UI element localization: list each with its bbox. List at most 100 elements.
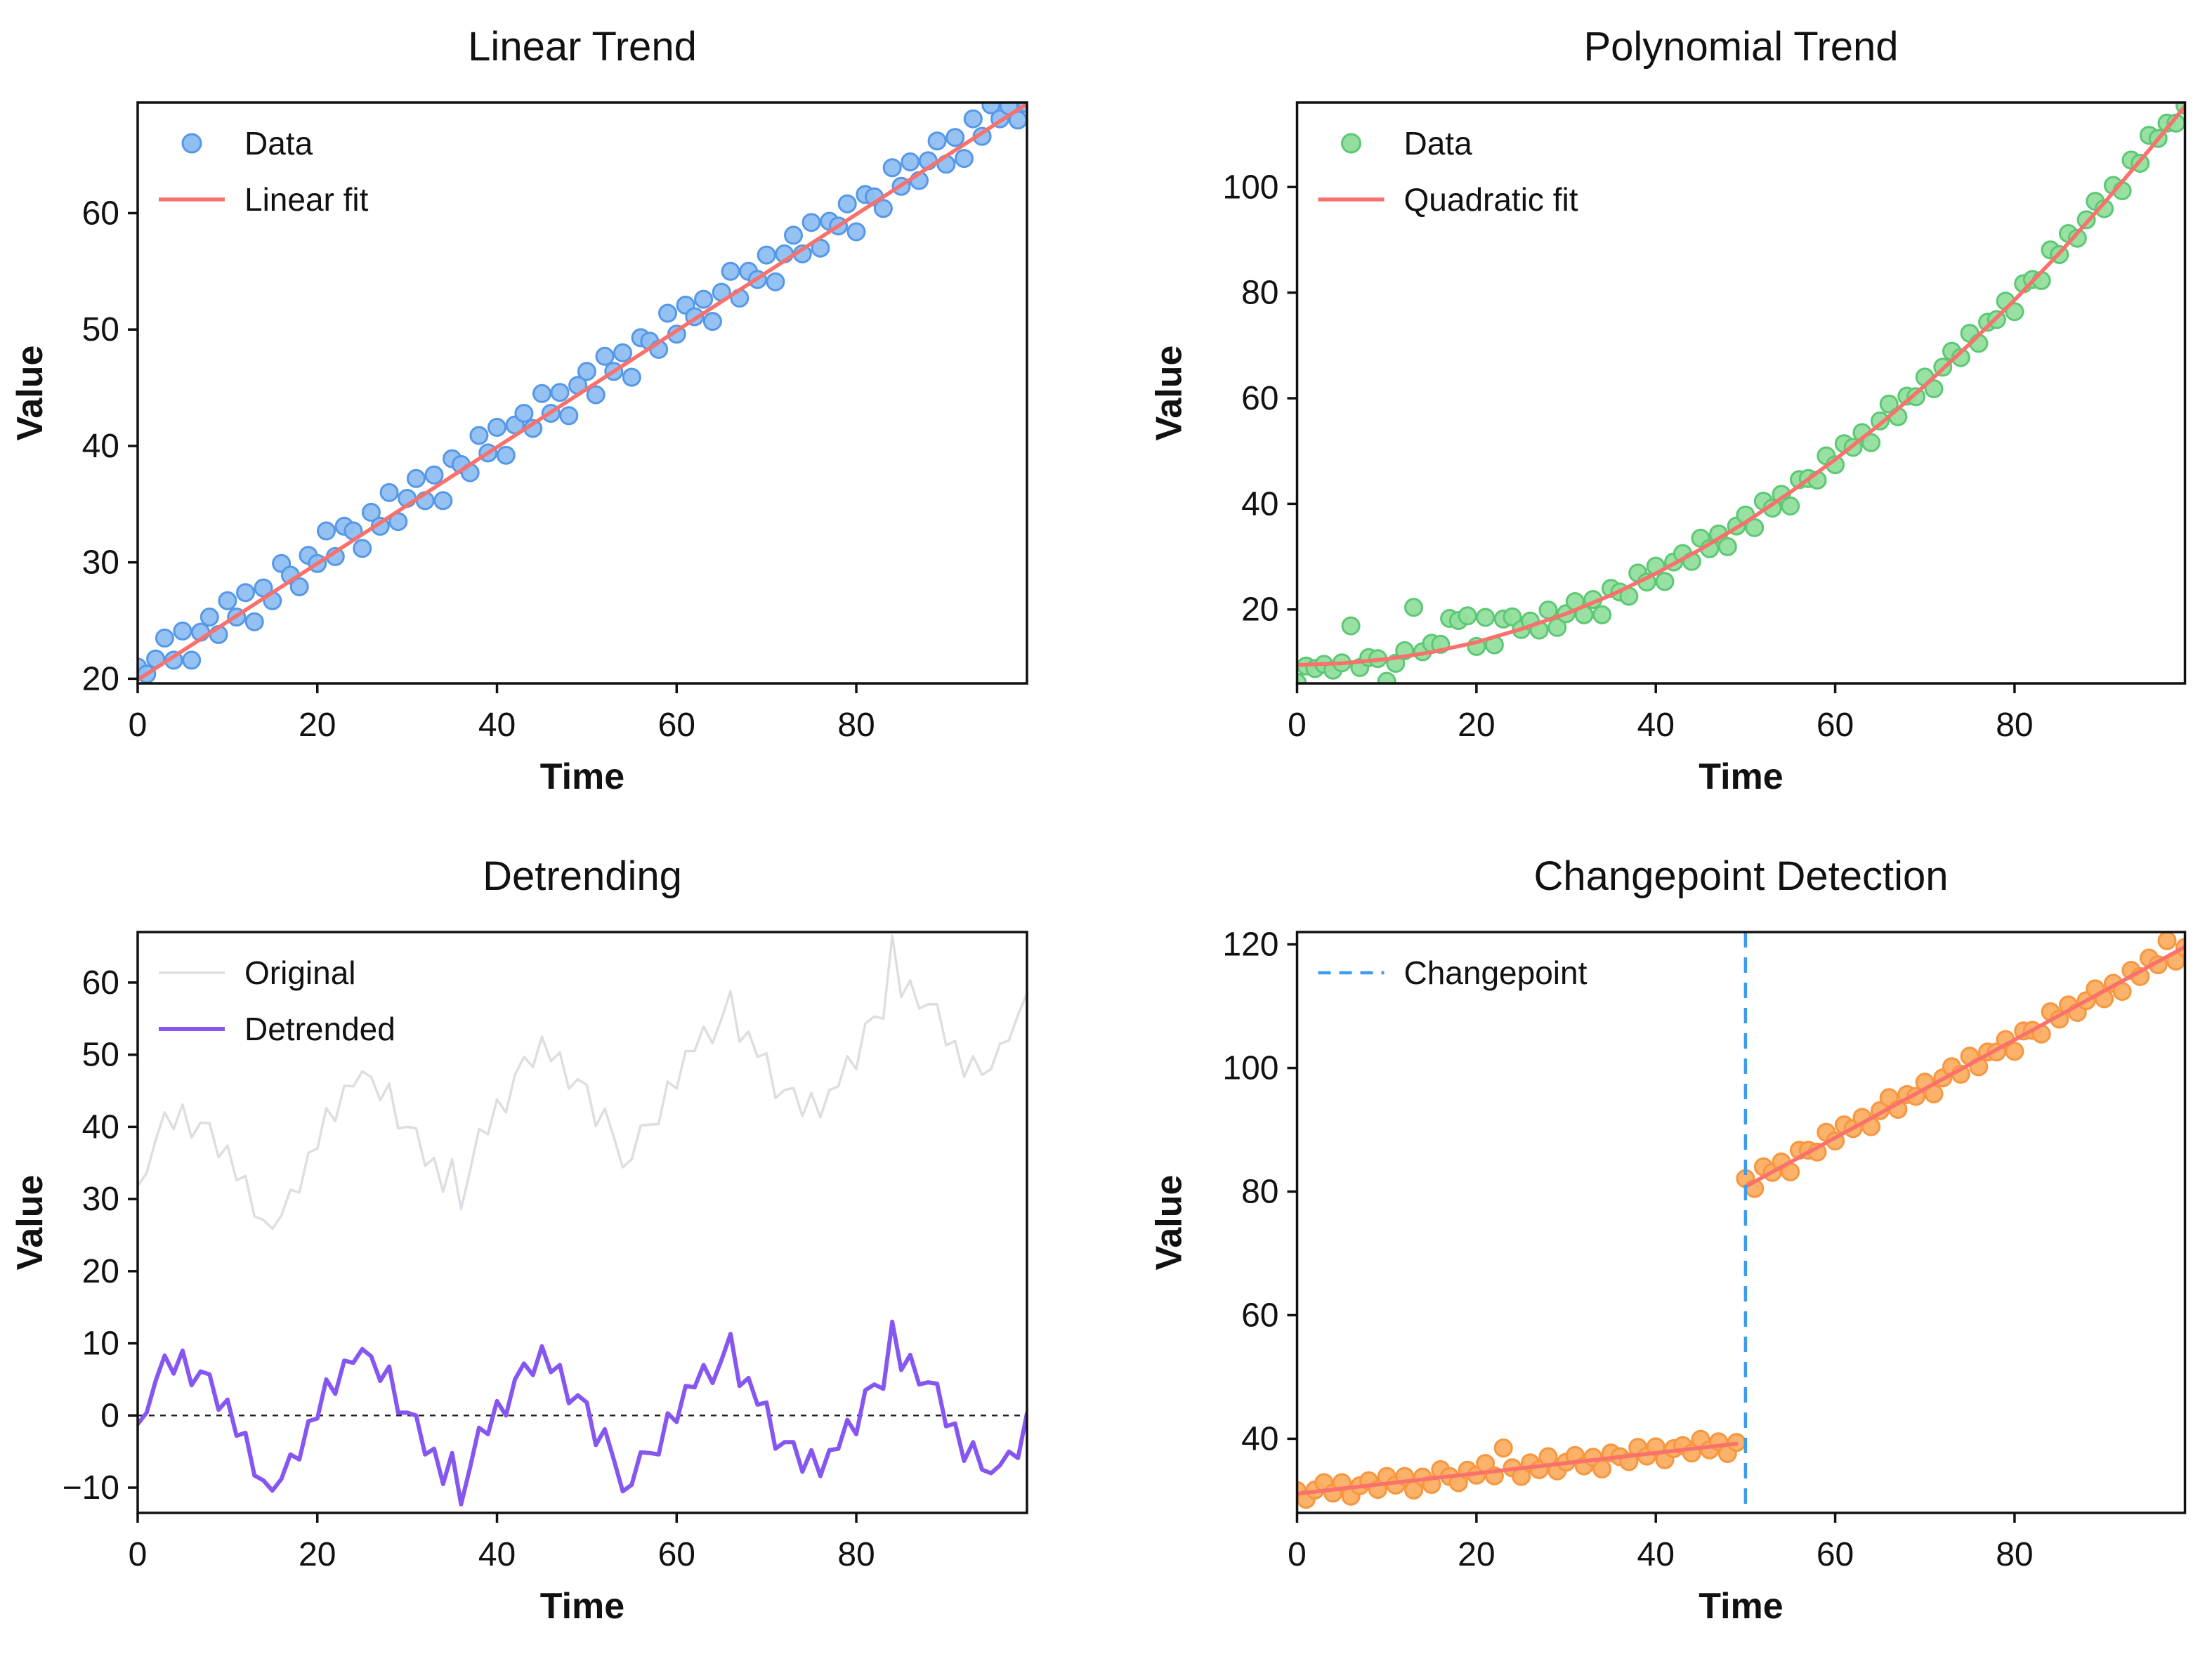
changepoint-detection-plot: 0 20 40 60 80 40 60 80 100 120 Changepoint Detecti… xyxy=(1149,853,2187,1627)
y-tick-label: 60 xyxy=(82,964,119,1002)
x-tick-label: 20 xyxy=(299,707,336,744)
data-point xyxy=(1404,598,1423,617)
detrending-plot: 0 20 40 60 80 −10 0 10 20 30 40 50 60 Detrending Time V… xyxy=(10,853,1028,1627)
data-point xyxy=(487,417,506,437)
data-point xyxy=(981,103,1001,114)
data-point xyxy=(289,577,309,596)
legend: Original Detrended xyxy=(159,955,395,1047)
plot-area xyxy=(1297,932,2185,1513)
y-tick-label: 60 xyxy=(1241,1297,1278,1334)
chart-title: Changepoint Detection xyxy=(1533,853,1948,899)
x-axis: 0 20 40 60 80 xyxy=(129,683,875,744)
chart-title: Linear Trend xyxy=(468,24,697,70)
data-point xyxy=(2005,302,2024,322)
x-tick-label: 60 xyxy=(658,707,695,744)
segment1-fit xyxy=(1297,1441,1739,1496)
y-tick-label: −10 xyxy=(63,1469,119,1507)
data-point xyxy=(1458,606,1477,626)
y-tick-label: 60 xyxy=(82,195,119,232)
x-tick-label: 40 xyxy=(1637,1536,1675,1573)
data-point xyxy=(1924,379,1944,398)
data-point xyxy=(1861,433,1881,452)
data-point xyxy=(155,628,174,648)
y-tick-label: 20 xyxy=(82,1253,119,1290)
x-tick-label: 0 xyxy=(129,1536,148,1573)
data-point xyxy=(622,367,641,387)
data-point xyxy=(613,343,632,362)
data-point xyxy=(873,199,893,218)
x-tick-label: 0 xyxy=(1288,707,1307,744)
data-point xyxy=(236,583,255,603)
y-tick-label: 40 xyxy=(82,1108,119,1146)
data-point xyxy=(766,272,785,291)
data-point xyxy=(433,491,453,511)
data-point xyxy=(721,261,740,281)
data-point xyxy=(1781,496,1800,516)
x-tick-label: 0 xyxy=(129,707,148,744)
data-point xyxy=(362,502,381,522)
data-point xyxy=(173,621,192,641)
data-point xyxy=(1745,518,1765,537)
y-tick-label: 100 xyxy=(1222,169,1278,206)
legend: Changepoint xyxy=(1318,955,1588,991)
data-point xyxy=(2067,228,2087,248)
legend-marker-icon xyxy=(181,133,202,154)
y-axis: −10 0 10 20 30 40 50 60 xyxy=(63,964,138,1507)
data-point xyxy=(702,312,722,332)
y-tick-label: 120 xyxy=(1222,926,1278,964)
chart-changepoint-detection: 0 20 40 60 80 40 60 80 100 120 Changepoint Detecti… xyxy=(1106,830,2212,1659)
x-axis-label: Time xyxy=(1699,1586,1783,1627)
data-point xyxy=(901,152,920,171)
legend-label: Changepoint xyxy=(1404,955,1588,991)
data-point xyxy=(837,194,857,214)
legend-label: Detrended xyxy=(244,1011,395,1047)
y-tick-label: 80 xyxy=(1241,275,1278,312)
chart-title: Polynomial Trend xyxy=(1583,24,1898,70)
y-tick-label: 10 xyxy=(82,1325,119,1363)
x-axis: 0 20 40 60 80 xyxy=(1288,1513,2034,1573)
y-tick-label: 30 xyxy=(82,544,119,582)
y-tick-label: 100 xyxy=(1222,1050,1278,1087)
legend: Data Linear fit xyxy=(159,125,369,218)
data-point xyxy=(1592,605,1612,624)
x-tick-label: 80 xyxy=(837,1536,875,1573)
linear-fit xyxy=(138,103,1027,682)
data-point xyxy=(550,383,570,402)
chart-polynomial-trend: 0 20 40 60 80 20 40 60 80 100 Polynomial Trend Time… xyxy=(1106,0,2212,830)
data-point xyxy=(882,158,902,178)
legend: Data Quadratic fit xyxy=(1318,125,1578,218)
data-point xyxy=(379,483,399,502)
x-tick-label: 80 xyxy=(1996,1536,2033,1573)
original-series xyxy=(138,934,1027,1230)
plot-area xyxy=(138,103,1027,683)
data-point xyxy=(2157,932,2177,950)
y-axis: 20 40 60 80 100 xyxy=(1222,169,1297,629)
y-tick-label: 60 xyxy=(1241,380,1278,417)
axes-frame xyxy=(136,101,1028,685)
x-tick-label: 60 xyxy=(658,1536,695,1573)
axes-frame xyxy=(1295,101,2187,685)
data-point xyxy=(801,213,821,232)
y-axis-label: Value xyxy=(1149,1175,1190,1271)
legend-label: Original xyxy=(244,955,356,991)
x-axis-label: Time xyxy=(540,1586,624,1627)
x-tick-label: 40 xyxy=(478,707,516,744)
data-point xyxy=(199,608,219,627)
x-tick-label: 60 xyxy=(1817,707,1854,744)
x-tick-label: 40 xyxy=(478,1536,516,1573)
chart-linear-trend: 0 20 40 60 80 20 30 40 50 60 Linear Trend Time Value… xyxy=(0,0,1106,830)
plot-area xyxy=(1297,103,2185,683)
data-point xyxy=(963,109,983,129)
data-point xyxy=(1341,616,1361,636)
data-point xyxy=(757,245,776,265)
x-tick-label: 20 xyxy=(1458,1536,1495,1573)
data-point xyxy=(2005,1042,2024,1061)
y-axis-label: Value xyxy=(10,1175,51,1271)
y-tick-label: 20 xyxy=(82,660,119,697)
legend-label: Linear fit xyxy=(244,181,369,218)
x-tick-label: 80 xyxy=(1996,707,2033,744)
axes-frame xyxy=(136,931,1028,1514)
y-tick-label: 80 xyxy=(1241,1174,1278,1211)
x-axis: 0 20 40 60 80 xyxy=(129,1513,875,1573)
